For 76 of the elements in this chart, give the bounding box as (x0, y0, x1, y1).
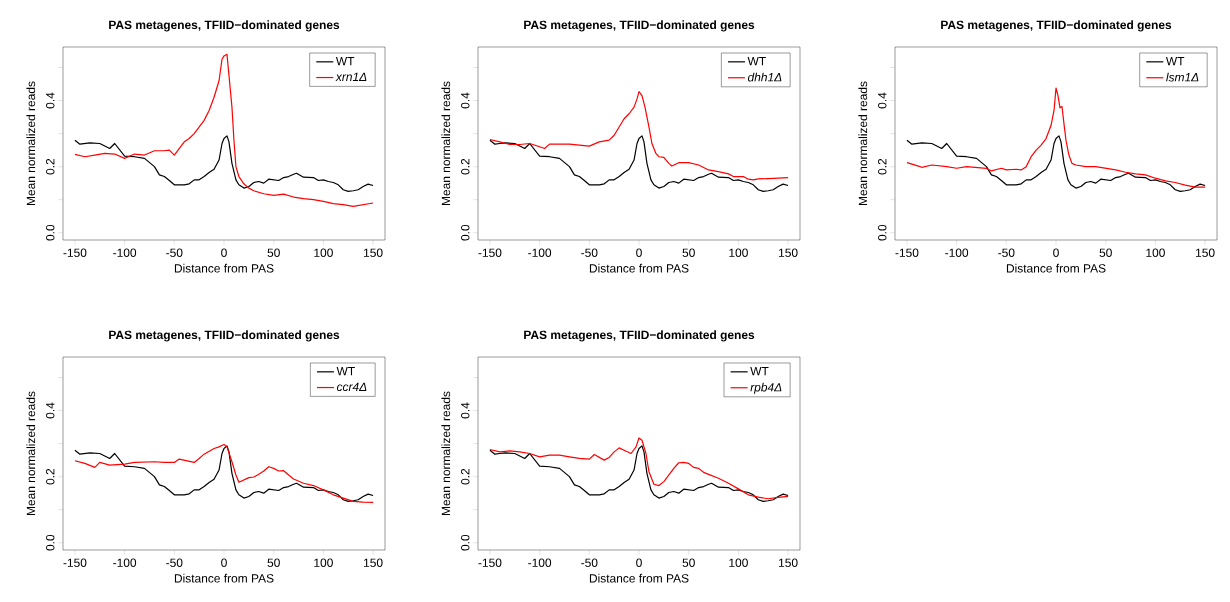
x-axis-title: Distance from PAS (1006, 263, 1106, 273)
legend-label: WT (336, 366, 355, 376)
x-tick-label: 100 (729, 558, 748, 567)
x-tick-label: -50 (166, 558, 183, 567)
x-tick-label: 0 (636, 558, 642, 567)
x-tick-label: -150 (895, 248, 919, 257)
chart-title: PAS metagenes, TFIID−dominated genes (941, 20, 1172, 32)
legend-label: WT (335, 56, 355, 66)
y-axis-title: Mean normalized reads (858, 81, 868, 205)
chart-title: PAS metagenes, TFIID−dominated genes (524, 330, 755, 342)
x-tick-label: 50 (682, 248, 695, 257)
y-axis-title: Mean normalized reads (441, 81, 451, 205)
y-tick-label: 0.4 (46, 402, 55, 419)
line-series (489, 91, 789, 181)
x-tick-label: 150 (364, 558, 383, 567)
x-tick-label: -150 (478, 558, 502, 567)
x-tick-label: -50 (166, 248, 183, 257)
x-tick-label: -150 (63, 248, 87, 257)
y-axis-title: Mean normalized reads (441, 391, 451, 515)
x-tick-label: 150 (779, 558, 798, 567)
x-tick-label: 100 (729, 248, 748, 257)
chart-title: PAS metagenes, TFIID−dominated genes (524, 20, 755, 32)
y-tick-label: 0.4 (46, 92, 55, 109)
x-tick-label: 150 (1196, 248, 1215, 257)
y-tick-label: 0.4 (461, 92, 470, 109)
legend-label: rpb4Δ (750, 382, 782, 394)
x-tick-label: -100 (113, 248, 137, 257)
legend-label: dhh1Δ (747, 72, 782, 82)
y-tick-label: 0.0 (46, 224, 55, 241)
x-tick-label: -50 (998, 248, 1015, 257)
legend-label: xrn1Δ (335, 72, 367, 81)
legend-label: WT (747, 56, 766, 66)
x-tick-label: -50 (581, 558, 598, 567)
x-tick-label: 0 (1053, 248, 1059, 257)
y-tick-label: 0.2 (461, 158, 470, 175)
x-tick-label: -100 (113, 558, 137, 567)
y-tick-label: 0.0 (878, 224, 887, 241)
y-tick-label: 0.2 (878, 158, 887, 175)
x-tick-label: 100 (314, 558, 333, 567)
chart-title: PAS metagenes, TFIID−dominated genes (109, 20, 340, 32)
legend-label: WT (750, 366, 769, 376)
x-tick-label: -150 (63, 558, 87, 567)
x-axis-title: Distance from PAS (174, 573, 274, 583)
legend-label: lsm1Δ (1166, 72, 1199, 82)
x-tick-label: 100 (314, 248, 333, 257)
y-tick-label: 0.2 (46, 158, 55, 175)
y-axis-title: Mean normalized reads (26, 391, 36, 515)
y-tick-label: 0.4 (461, 402, 470, 419)
y-tick-label: 0.0 (46, 534, 55, 551)
chart-title: PAS metagenes, TFIID−dominated genes (109, 330, 340, 342)
x-tick-label: -50 (581, 248, 598, 257)
x-tick-label: 150 (364, 248, 383, 257)
x-tick-label: 0 (221, 248, 227, 257)
x-tick-label: -100 (528, 248, 552, 257)
x-axis-title: Distance from PAS (589, 573, 689, 583)
x-tick-label: 0 (636, 248, 642, 257)
x-tick-label: 100 (1146, 248, 1165, 257)
x-tick-label: -100 (945, 248, 969, 257)
legend-label: ccr4Δ (336, 382, 367, 392)
x-tick-label: -100 (528, 558, 552, 567)
legend-label: WT (1165, 56, 1185, 66)
x-tick-label: 0 (221, 558, 227, 567)
y-tick-label: 0.2 (461, 468, 470, 485)
y-axis-title: Mean normalized reads (26, 81, 36, 205)
x-tick-label: 50 (682, 558, 695, 567)
x-tick-label: -150 (478, 248, 502, 257)
y-tick-label: 0.0 (461, 534, 470, 551)
x-axis-title: Distance from PAS (589, 263, 689, 273)
y-tick-label: 0.0 (461, 224, 470, 241)
x-tick-label: 50 (267, 248, 280, 257)
x-axis-title: Distance from PAS (174, 263, 274, 273)
x-tick-label: 50 (267, 558, 280, 567)
x-tick-label: 50 (1099, 248, 1112, 257)
x-tick-label: 150 (779, 248, 798, 257)
y-tick-label: 0.2 (46, 468, 55, 485)
y-tick-label: 0.4 (878, 92, 887, 109)
